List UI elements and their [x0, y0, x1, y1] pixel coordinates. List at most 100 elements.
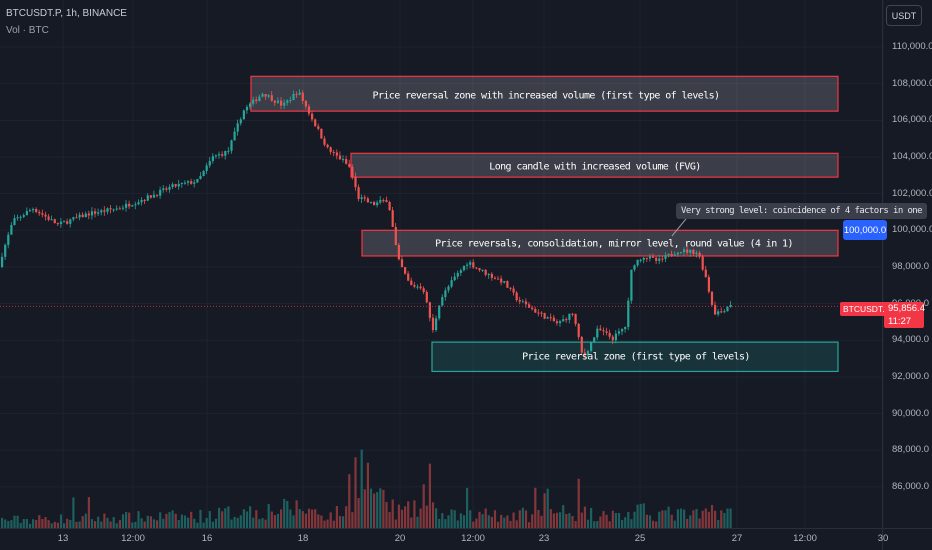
candle-body: [360, 197, 363, 199]
volume-bar: [87, 497, 90, 528]
candle-body: [521, 301, 524, 303]
volume-bar: [348, 474, 351, 528]
volume-bar: [276, 513, 280, 528]
volume-bar: [422, 484, 425, 528]
candle-body: [469, 262, 472, 265]
candle-body: [301, 92, 304, 101]
candle-body: [512, 288, 515, 293]
candle-body: [391, 210, 394, 227]
candle-body: [456, 272, 459, 277]
candle-body: [292, 93, 295, 101]
zone-4-label[interactable]: Price reversal zone (first type of level…: [522, 351, 750, 363]
candle-body: [633, 265, 636, 270]
candle-body: [689, 249, 692, 253]
volume-bar: [580, 512, 583, 528]
volume-bar: [717, 519, 720, 528]
zone-2-label[interactable]: Long candle with increased volume (FVG): [489, 161, 701, 173]
candle-body: [531, 307, 534, 309]
candle-body: [524, 301, 528, 305]
volume-bar: [605, 514, 608, 528]
candle-body: [438, 305, 441, 319]
volume-bar: [444, 519, 447, 528]
candle-body: [159, 189, 162, 196]
volume-bar: [661, 510, 664, 528]
volume-bar: [670, 514, 673, 528]
zone-3-label[interactable]: Price reversals, consolidation, mirror l…: [435, 238, 793, 250]
volume-bar: [115, 523, 118, 528]
volume-bar: [183, 515, 187, 528]
candle-body: [66, 221, 69, 224]
volume-bar: [540, 515, 543, 528]
candle-body: [261, 93, 264, 97]
candle-body: [239, 119, 242, 124]
volume-bar: [16, 515, 19, 528]
candle-body: [670, 253, 673, 256]
candle-body: [205, 165, 208, 171]
volume-bar: [497, 521, 500, 528]
volume-bar: [431, 502, 435, 528]
volume-bar: [255, 510, 258, 528]
candle-body: [503, 281, 506, 283]
volume-bar: [506, 515, 509, 528]
volume-bar: [236, 517, 239, 528]
currency-button[interactable]: USDT: [886, 5, 922, 26]
volume-bar: [211, 521, 214, 528]
candle-body: [317, 126, 320, 129]
volume-bar: [726, 508, 729, 528]
candle-body: [419, 286, 422, 289]
candle-body: [69, 219, 72, 224]
zone-3-box: [361, 229, 839, 257]
volume-bar: [493, 510, 497, 528]
candle-body: [323, 138, 326, 145]
candle-body: [149, 195, 152, 198]
candle-body: [1, 256, 4, 267]
candle-body: [112, 209, 115, 211]
volume-bar: [518, 510, 521, 528]
candle-body: [645, 257, 648, 259]
candle-body: [710, 291, 714, 305]
volume-bar: [574, 521, 577, 528]
volume-bar: [19, 522, 22, 528]
volume-bar: [543, 493, 546, 528]
volume-bar: [586, 519, 590, 528]
candle-body: [555, 321, 559, 324]
candle-body: [363, 197, 366, 199]
volume-bar: [171, 510, 174, 528]
volume-bar: [425, 505, 428, 528]
candle-body: [252, 99, 255, 104]
candle-body: [729, 304, 732, 308]
volume-indicator-label[interactable]: Vol · BTC: [6, 25, 49, 36]
candle-body: [462, 265, 466, 271]
candle-body: [425, 291, 428, 303]
volume-bar: [280, 509, 283, 528]
candle-body: [264, 93, 267, 97]
volume-bar: [103, 513, 106, 528]
volume-bar: [664, 510, 667, 528]
zone-4-box: [431, 341, 839, 373]
candle-body: [19, 216, 22, 218]
candle-body: [400, 259, 404, 268]
candle-body: [345, 159, 348, 164]
volume-bar: [249, 506, 252, 528]
candle-body: [87, 213, 90, 216]
candle-body: [580, 336, 583, 353]
candle-body: [686, 249, 689, 253]
candle-body: [146, 195, 149, 201]
volume-bar: [614, 512, 617, 528]
volume-bar: [472, 521, 475, 528]
candle-body: [47, 216, 50, 220]
candle-body: [676, 252, 679, 255]
candle-body: [348, 163, 351, 167]
zone-1-label[interactable]: Price reversal zone with increased volum…: [372, 90, 721, 102]
volume-bar: [456, 520, 459, 528]
strong-level-callout[interactable]: Very strong level: coincidence of 4 fact…: [676, 203, 927, 219]
candle-body: [156, 194, 159, 196]
candle-body: [152, 194, 156, 198]
volume-bar: [81, 516, 84, 528]
volume-bar: [143, 521, 146, 528]
volume-bar: [562, 505, 565, 528]
volume-bar: [152, 519, 156, 528]
volume-bar: [125, 511, 128, 528]
candle-body: [394, 226, 397, 246]
